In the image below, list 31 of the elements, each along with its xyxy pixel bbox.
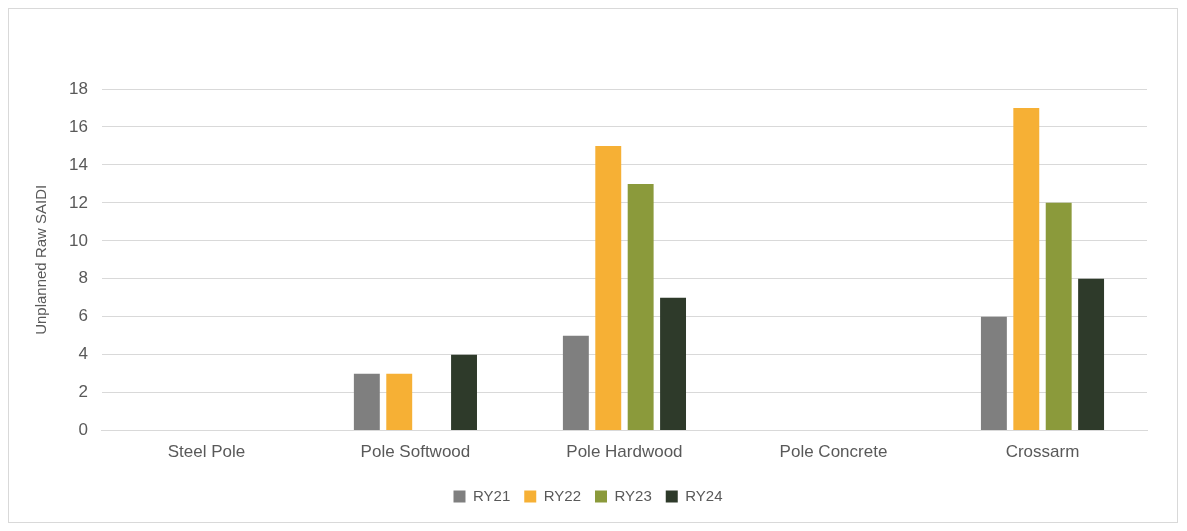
y-axis-title: Unplanned Raw SAIDI <box>32 184 50 335</box>
y-tick-label: 14 <box>68 154 88 174</box>
bar <box>353 373 380 431</box>
bar <box>562 335 589 431</box>
bar <box>451 354 477 431</box>
bar <box>627 183 654 431</box>
x-tick-label: Pole Concrete <box>779 442 888 462</box>
x-tick-label: Crossarm <box>1005 442 1080 462</box>
y-tick-label: 18 <box>68 78 88 98</box>
bar <box>660 297 687 431</box>
bar <box>1045 202 1072 431</box>
legend-label: RY21 <box>473 486 511 504</box>
x-tick-label: Steel Pole <box>167 442 246 462</box>
y-tick-label: 6 <box>78 306 88 326</box>
bar <box>1013 107 1040 431</box>
x-tick-label: Pole Softwood <box>360 442 471 462</box>
y-tick-label: 4 <box>78 344 88 364</box>
y-tick-label: 10 <box>68 230 88 250</box>
bar <box>1078 278 1105 431</box>
y-tick-label: 8 <box>78 268 88 288</box>
x-tick-label: Pole Hardwood <box>566 442 683 462</box>
legend-label: RY24 <box>685 486 723 504</box>
legend-label: RY22 <box>543 486 582 504</box>
legend-label: RY23 <box>614 486 652 504</box>
y-tick-label: 0 <box>78 420 88 440</box>
y-tick-label: 12 <box>68 192 88 212</box>
y-tick-label: 16 <box>68 116 88 136</box>
bar <box>386 373 413 431</box>
bar <box>980 316 1007 431</box>
bar <box>595 145 622 431</box>
y-tick-label: 2 <box>78 382 88 402</box>
